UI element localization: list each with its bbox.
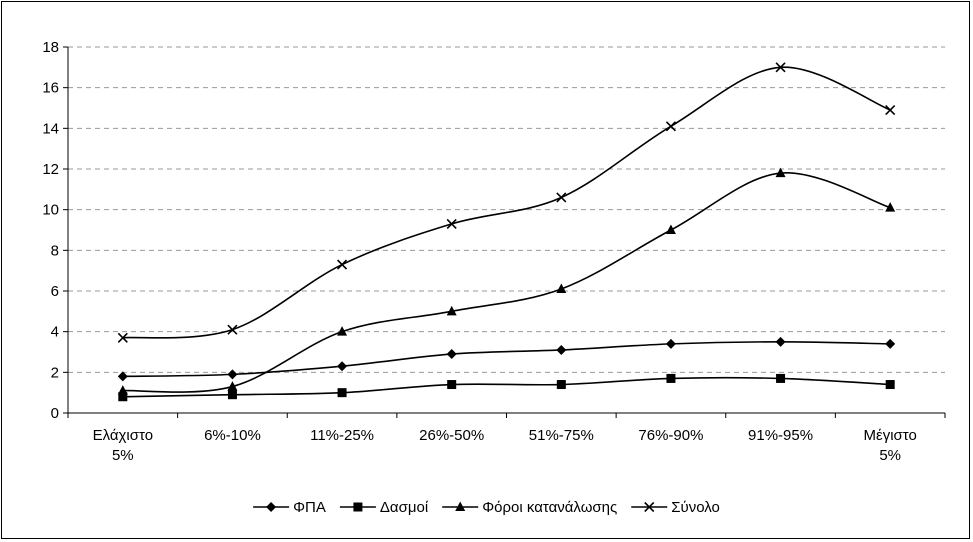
x-tick-label: 91%-95% (748, 427, 813, 444)
y-tick-label: 12 (42, 161, 59, 178)
y-tick-label: 18 (42, 39, 59, 56)
x-tick-label: 76%-90% (638, 427, 703, 444)
axes (63, 46, 946, 418)
y-tick-label: 2 (51, 364, 59, 381)
data-point-x (227, 324, 238, 335)
data-point-triangle (665, 224, 676, 234)
legend-marker-x (644, 501, 655, 513)
x-tick-label: Ελάχιστο 5% (93, 427, 153, 464)
data-point-diamond (117, 371, 128, 382)
data-point-diamond (775, 336, 786, 347)
x-tick-label: 51%-75% (529, 427, 594, 444)
data-point-triangle (556, 283, 567, 293)
x-tick-label: 11%-25% (310, 427, 374, 444)
data-point-diamond (885, 338, 896, 349)
data-point-x (885, 104, 896, 116)
data-point-triangle (446, 305, 457, 316)
data-point-diamond (227, 369, 238, 380)
data-point-square (776, 373, 786, 383)
data-point-triangle (885, 202, 896, 212)
series-line-1 (122, 341, 891, 378)
legend-label: ΦΠΑ (293, 499, 326, 516)
data-point-square (447, 380, 457, 390)
data-point-square (885, 380, 895, 390)
series-line-2 (122, 376, 891, 398)
data-point-x (775, 62, 786, 73)
legend: ΦΠΑ Δασμοί Φόροι κατανάλωσης Σύνολο (253, 499, 720, 516)
x-tick-label: Μέγιστο 5% (864, 427, 917, 464)
data-point-x (336, 259, 348, 270)
data-point-diamond (665, 338, 676, 349)
y-tick-label: 16 (42, 80, 59, 97)
data-point-triangle (117, 385, 128, 395)
data-point-x (117, 332, 128, 343)
data-point-x (556, 192, 567, 203)
x-tick-labels: Ελάχιστο 5% 6%-10% 11%-25% 26%-50% 51%-75% 76%… (93, 427, 917, 464)
gridlines (68, 46, 945, 373)
data-point-square (227, 390, 237, 400)
y-tick-label: 14 (42, 120, 59, 137)
data-point-x (665, 121, 677, 132)
data-point-diamond (446, 349, 457, 360)
data-point-triangle (775, 167, 786, 178)
y-tick-label: 8 (51, 242, 59, 259)
data-point-square (118, 392, 128, 402)
legend-marker-triangle (455, 501, 466, 511)
y-tick-label: 0 (51, 405, 59, 422)
y-tick-label: 4 (51, 324, 59, 341)
data-point-diamond (556, 344, 567, 355)
series-lines (122, 66, 891, 398)
data-point-triangle (337, 326, 348, 336)
legend-marker-square (353, 502, 363, 512)
x-tick-label: 6%-10% (204, 427, 261, 444)
y-tick-label: 10 (42, 202, 59, 219)
y-tick-labels: 0 2 4 6 8 10 12 14 16 18 (42, 39, 59, 422)
y-tick-label: 6 (51, 283, 59, 300)
legend-label: Δασμοί (380, 499, 429, 516)
legend-label: Φόροι κατανάλωσης (482, 499, 617, 516)
series-markers (117, 62, 896, 402)
data-point-triangle (227, 381, 238, 391)
x-tick-label: 26%-50% (419, 427, 484, 444)
data-point-square (556, 380, 566, 390)
series-line-4 (122, 66, 891, 339)
data-point-diamond (337, 361, 348, 372)
legend-marker-diamond (266, 502, 277, 512)
data-point-square (666, 373, 676, 383)
data-point-square (337, 388, 347, 398)
legend-label: Σύνολο (671, 499, 720, 516)
data-point-x (446, 218, 457, 229)
series-line-3 (122, 172, 891, 393)
